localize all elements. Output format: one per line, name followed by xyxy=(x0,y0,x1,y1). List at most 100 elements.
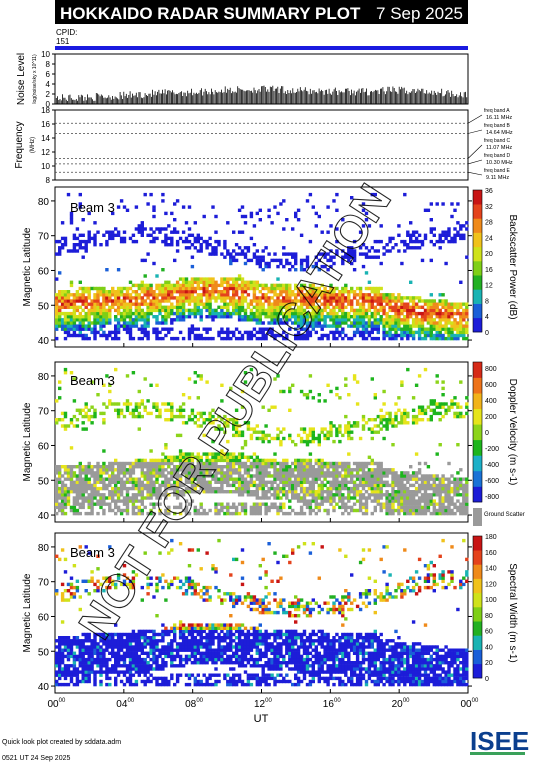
heatmap-cell xyxy=(108,477,112,481)
heatmap-cell xyxy=(214,458,218,463)
heatmap-cell xyxy=(432,511,436,516)
heatmap-cell xyxy=(270,258,274,263)
heatmap-cell xyxy=(311,433,315,438)
heatmap-cell xyxy=(320,318,324,322)
heatmap-cell xyxy=(347,436,351,441)
heatmap-cell xyxy=(122,471,127,475)
heatmap-cell xyxy=(282,290,286,294)
heatmap-cell xyxy=(108,399,112,403)
heatmap-cell xyxy=(432,399,436,403)
heatmap-cell xyxy=(444,336,448,341)
heatmap-cell xyxy=(75,480,80,484)
heatmap-cell xyxy=(69,293,74,297)
heatmap-cell xyxy=(361,477,366,481)
heatmap-cell xyxy=(335,305,339,309)
heatmap-cell xyxy=(229,471,233,475)
heatmap-cell xyxy=(199,461,203,466)
heatmap-cell xyxy=(376,486,380,491)
heatmap-cell xyxy=(414,311,419,316)
heatmap-cell xyxy=(116,480,121,484)
heatmap-cell xyxy=(291,474,295,478)
heatmap-cell xyxy=(294,477,298,481)
heatmap-cell xyxy=(347,393,351,397)
heatmap-cell xyxy=(246,493,251,497)
heatmap-cell xyxy=(75,249,80,253)
heatmap-cell xyxy=(229,418,233,422)
heatmap-cell xyxy=(223,452,227,456)
heatmap-cell xyxy=(87,499,91,503)
heatmap-cell xyxy=(90,308,94,313)
heatmap-cell xyxy=(96,585,100,590)
heatmap-cell xyxy=(465,311,469,316)
heatmap-cell xyxy=(288,302,292,306)
heatmap-cell xyxy=(382,308,386,313)
heatmap-cell xyxy=(181,493,186,497)
heatmap-cell xyxy=(355,311,360,316)
heatmap-cell xyxy=(441,393,445,397)
heatmap-cell xyxy=(149,502,153,506)
heatmap-cell xyxy=(161,474,165,478)
heatmap-cell xyxy=(444,327,448,331)
heatmap-cell xyxy=(296,286,301,291)
heatmap-cell xyxy=(137,315,141,319)
heatmap-cell xyxy=(140,327,144,331)
heatmap-cell xyxy=(161,461,165,466)
heatmap-cell xyxy=(403,243,407,247)
heatmap-cell xyxy=(170,283,174,288)
heatmap-cell xyxy=(90,511,94,516)
heatmap-cell xyxy=(226,302,230,306)
heatmap-cell xyxy=(261,468,265,472)
heatmap-cell xyxy=(432,480,436,484)
heatmap-cell xyxy=(338,299,342,303)
heatmap-cell xyxy=(302,315,307,319)
heatmap-cell xyxy=(314,308,318,313)
heatmap-cell xyxy=(364,471,369,475)
heatmap-cell xyxy=(429,511,433,516)
heatmap-cell xyxy=(226,468,230,472)
heatmap-cell xyxy=(308,283,313,288)
heatmap-cell xyxy=(102,661,106,665)
heatmap-cell xyxy=(397,493,401,497)
heatmap-cell xyxy=(99,286,103,291)
heatmap-cell xyxy=(125,293,130,297)
heatmap-cell xyxy=(87,496,91,500)
heatmap-cell xyxy=(246,427,251,431)
heatmap-cell xyxy=(60,499,65,503)
heatmap-cell xyxy=(63,318,68,322)
heatmap-cell xyxy=(361,264,366,269)
heatmap-cell xyxy=(143,315,147,319)
heatmap-cell xyxy=(155,327,159,331)
heatmap-cell xyxy=(355,402,360,406)
heatmap-cell xyxy=(456,311,460,316)
heatmap-cell xyxy=(90,645,94,649)
heatmap-cell xyxy=(326,252,330,256)
heatmap-cell xyxy=(211,277,215,281)
heatmap-cell xyxy=(246,424,251,428)
heatmap-cell xyxy=(329,486,333,491)
heatmap-cell xyxy=(267,305,271,309)
heatmap-cell xyxy=(302,474,307,478)
heatmap-cell xyxy=(240,461,245,466)
heatmap-cell xyxy=(164,418,168,422)
heatmap-cell xyxy=(267,474,271,478)
heatmap-cell xyxy=(164,443,168,447)
heatmap-cell xyxy=(317,461,321,466)
heatmap-cell xyxy=(252,280,257,284)
heatmap-cell xyxy=(338,461,342,466)
heatmap-cell xyxy=(140,233,144,237)
heatmap-cell xyxy=(196,474,200,478)
heatmap-cell xyxy=(317,486,321,491)
heatmap-cell xyxy=(140,502,144,506)
heatmap-cell xyxy=(335,490,339,494)
heatmap-cell xyxy=(361,302,366,306)
heatmap-cell xyxy=(358,436,363,441)
heatmap-cell xyxy=(196,293,200,297)
heatmap-cell xyxy=(317,436,321,441)
heatmap-cell xyxy=(320,283,324,288)
heatmap-cell xyxy=(58,249,62,253)
cpid-bar xyxy=(55,46,468,50)
heatmap-cell xyxy=(66,639,71,643)
heatmap-cell xyxy=(205,465,209,469)
heatmap-cell xyxy=(217,290,221,294)
heatmap-cell xyxy=(388,499,392,503)
